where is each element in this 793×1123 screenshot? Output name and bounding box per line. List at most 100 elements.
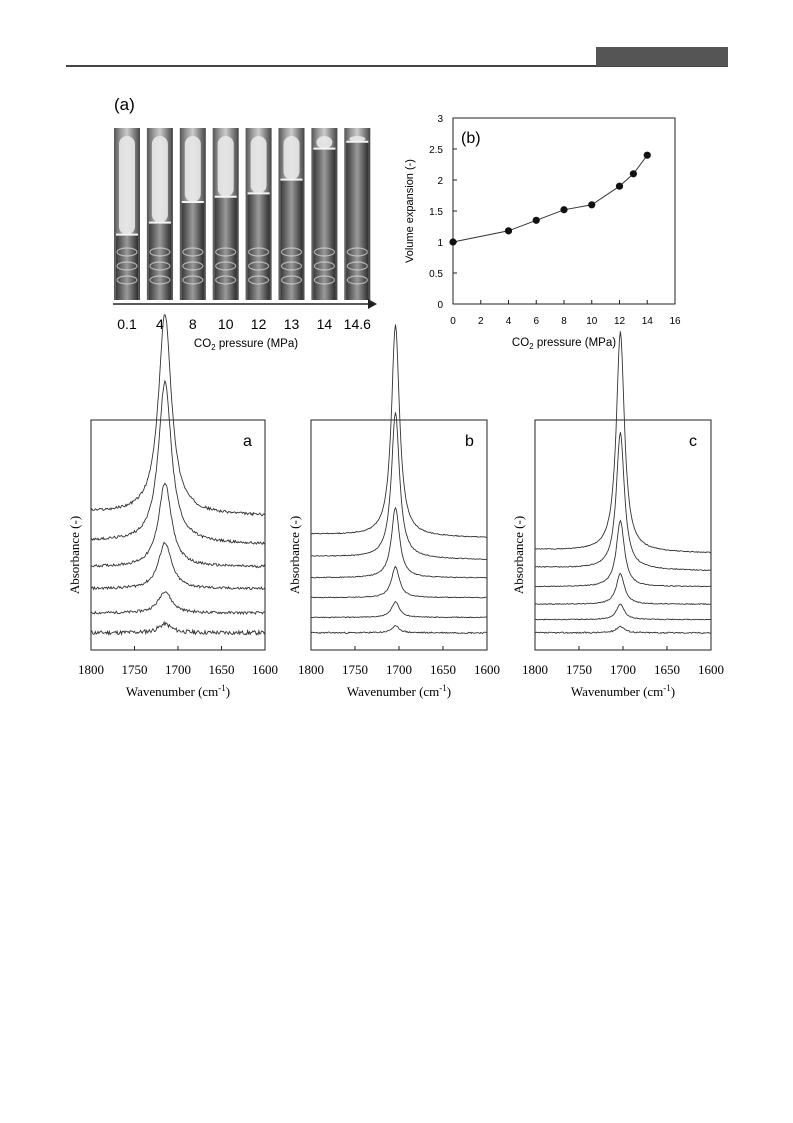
data-point bbox=[449, 238, 457, 246]
pressure-label: 14.6 bbox=[344, 316, 371, 332]
spectrum-line bbox=[310, 565, 488, 599]
vial-headspace bbox=[349, 136, 366, 142]
y-tick-label: 0 bbox=[437, 300, 443, 311]
pressure-label: 13 bbox=[284, 316, 300, 332]
header-block bbox=[596, 47, 728, 66]
x-tick-label: 8 bbox=[561, 316, 567, 327]
ir-spectra-panel-c: 1800 1750 1700 1650 1600 c Wavenumber (cm-1) Ab… bbox=[511, 331, 724, 699]
vial-ring bbox=[116, 261, 138, 271]
vial-photo-strip bbox=[114, 128, 371, 300]
vial-liquid bbox=[181, 201, 204, 300]
spectrum-line bbox=[90, 591, 266, 616]
pressure-labels: 0.1 4 8 10 12 13 14 14.6 bbox=[117, 316, 371, 332]
spectrum-line bbox=[534, 572, 712, 606]
y-tick-label: 0.5 bbox=[429, 269, 443, 280]
x-tick-label: 1700 bbox=[386, 662, 412, 677]
pressure-label: 4 bbox=[156, 316, 164, 332]
x-tick-label: 1650 bbox=[209, 662, 235, 677]
ir-spectra-panel-b: 1800 1750 1700 1650 1600 b Wavenumber (cm-1) Ab… bbox=[287, 324, 500, 699]
vial-headspace bbox=[151, 136, 168, 223]
vial-ring bbox=[116, 275, 138, 285]
pressure-label: 10 bbox=[218, 316, 234, 332]
y-tick-label: 2.5 bbox=[429, 145, 443, 156]
volume-expansion-chart: 0 2 4 6 8 10 12 14 16 0 0.5 1 1.5 2 2.5 3 (b) CO2 pressur… bbox=[404, 114, 681, 351]
spectrum-line bbox=[534, 625, 712, 635]
vial-headspace bbox=[316, 136, 333, 149]
x-tick-label: 1600 bbox=[474, 662, 500, 677]
spectrum-line bbox=[534, 603, 712, 621]
spectrum-line bbox=[90, 379, 266, 546]
spectrum-line bbox=[534, 432, 712, 572]
x-axis-label: Wavenumber (cm-1) bbox=[126, 683, 230, 699]
plot-frame bbox=[90, 419, 266, 651]
y-axis-label: Volume expansion (-) bbox=[404, 159, 416, 263]
vial-ring bbox=[182, 275, 204, 285]
vial-ring bbox=[149, 247, 171, 257]
vial-ring bbox=[280, 275, 303, 285]
x-tick-label: 1750 bbox=[122, 662, 148, 677]
spectrum-line bbox=[90, 482, 266, 569]
spectrum-line bbox=[310, 324, 488, 538]
vial-ring bbox=[248, 247, 270, 257]
y-axis-label: Absorbance (-) bbox=[287, 516, 302, 594]
data-point bbox=[629, 170, 637, 178]
spectrum-line bbox=[310, 506, 488, 579]
panel-b-label: (b) bbox=[461, 130, 481, 147]
data-point bbox=[588, 201, 596, 209]
x-tick-label: 12 bbox=[614, 316, 626, 327]
x-tick-label: 1650 bbox=[654, 662, 680, 677]
spectrum-line bbox=[310, 624, 488, 635]
x-tick-label: 1800 bbox=[522, 662, 548, 677]
vial-headspace bbox=[119, 136, 135, 235]
pressure-label: 8 bbox=[189, 316, 197, 332]
x-tick-label: 1750 bbox=[342, 662, 368, 677]
x-tick-label: 4 bbox=[506, 316, 512, 327]
x-tick-label: 1700 bbox=[165, 662, 191, 677]
vial-liquid bbox=[247, 193, 270, 300]
data-point bbox=[615, 182, 624, 190]
vial-ring bbox=[182, 261, 204, 271]
vial-ring bbox=[248, 261, 270, 271]
vial-ring bbox=[215, 275, 237, 285]
spectrum-line bbox=[90, 313, 266, 517]
x-tick-label: 1750 bbox=[566, 662, 592, 677]
vial-headspace bbox=[217, 136, 234, 197]
pressure-label: 0.1 bbox=[117, 316, 137, 332]
data-point bbox=[643, 151, 651, 159]
x-axis-label: CO2 pressure (MPa) bbox=[512, 337, 616, 351]
y-tick-label: 2 bbox=[437, 176, 443, 187]
pressure-label: 12 bbox=[251, 316, 267, 332]
data-point bbox=[504, 227, 513, 235]
panel-a-label: (a) bbox=[114, 95, 135, 114]
x-tick-label: 6 bbox=[533, 316, 539, 327]
panel-label: a bbox=[243, 433, 252, 450]
spectrum-line bbox=[534, 519, 712, 588]
vial-liquid bbox=[116, 234, 138, 300]
pressure-label: 14 bbox=[317, 316, 333, 332]
vial-ring bbox=[280, 247, 303, 257]
spectrum-line bbox=[90, 541, 266, 591]
panel-label: b bbox=[465, 433, 474, 450]
panel-label: c bbox=[689, 433, 697, 450]
vial-ring bbox=[149, 261, 171, 271]
vial-liquid bbox=[346, 141, 369, 300]
vial-ring bbox=[346, 275, 368, 285]
data-point bbox=[532, 216, 540, 224]
vial-ring bbox=[149, 275, 171, 285]
x-tick-label: 1800 bbox=[78, 662, 104, 677]
vial-ring bbox=[182, 247, 204, 257]
x-tick-label: 1800 bbox=[298, 662, 324, 677]
vial-ring bbox=[215, 247, 237, 257]
x-tick-label: 0 bbox=[450, 316, 456, 327]
vial-ring bbox=[346, 247, 368, 257]
x-tick-label: 1600 bbox=[252, 662, 278, 677]
vial-ring bbox=[346, 261, 368, 271]
x-tick-label: 1600 bbox=[698, 662, 724, 677]
y-tick-label: 3 bbox=[437, 114, 443, 125]
x-tick-label: 2 bbox=[478, 316, 484, 327]
photo-axis-label: CO2 pressure (MPa) bbox=[194, 338, 298, 352]
spectrum-line bbox=[534, 331, 712, 554]
series-line bbox=[452, 154, 648, 243]
vial-ring bbox=[313, 275, 335, 285]
